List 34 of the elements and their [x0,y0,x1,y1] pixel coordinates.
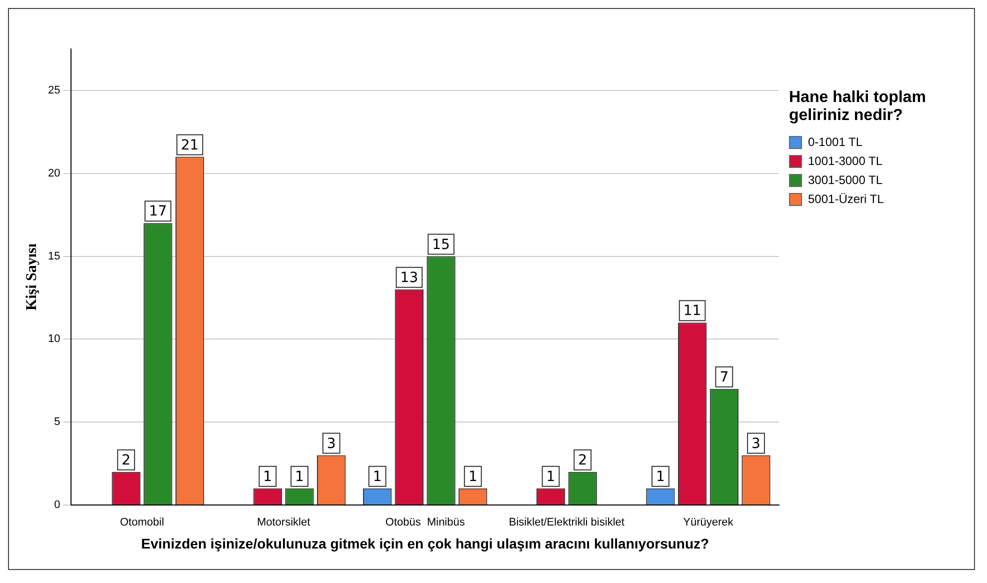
data-label: 3 [326,436,336,452]
data-label: 2 [122,452,131,468]
data-label: 7 [720,370,729,386]
y-tick-label: 5 [54,416,60,428]
data-label: 21 [180,137,199,154]
x-tick-label: Bisiklet/Elektrikli bisiklet [508,516,624,529]
y-tick-label: 10 [48,333,60,346]
data-label: 1 [372,469,382,486]
data-label: 2 [578,452,588,468]
legend-title: Hane halki toplam geliriniz nedir? [789,89,927,125]
legend-label: 3001-5000 TL [808,173,883,187]
x-tick-label: Otomobil [120,516,164,529]
y-tick-label: 25 [48,84,60,96]
y-tick-label: 15 [48,250,60,262]
x-axis-title: Evinizden işinize/okulunuza gitmek için en çok hangi ulaşım aracını kullanıyorsunuz? [141,535,710,552]
data-label: 11 [683,303,702,320]
y-tick-label: 0 [54,499,60,512]
x-tick-label: Motorsiklet [256,516,310,529]
legend-label: 1001-3000 TL [808,154,883,168]
legend-label: 0-1001 TL [808,135,862,149]
data-label: 15 [432,236,450,253]
x-tick-label: Otobüs Minibüs [385,516,466,529]
data-label: 13 [400,270,418,286]
data-label: 1 [656,469,665,486]
x-tick-label: Yürüyerek [683,516,734,529]
y-axis-title: Kişi Sayısı [24,243,40,311]
y-tick-label: 20 [48,167,60,180]
data-label: 1 [295,469,304,486]
legend-label: 5001-Üzeri TL [808,192,884,206]
data-label: 3 [752,436,760,452]
data-label: 17 [149,204,167,220]
data-label: 1 [263,469,272,486]
data-label: 1 [546,469,556,486]
data-label: 1 [468,469,478,486]
